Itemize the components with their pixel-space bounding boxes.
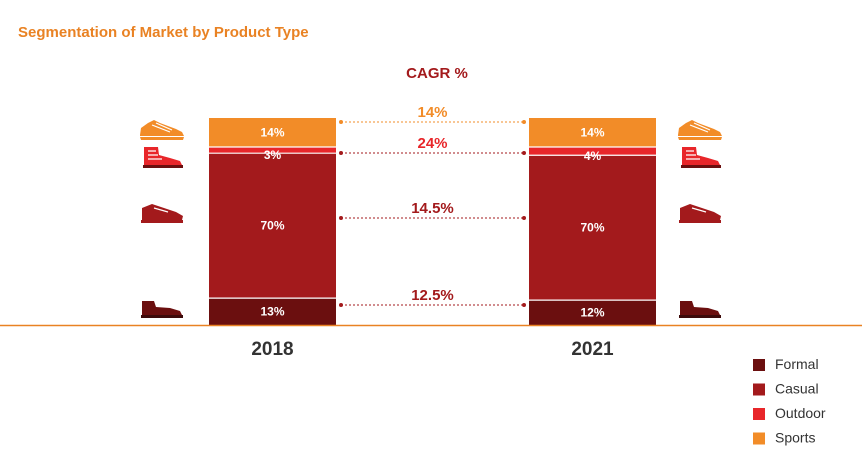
- cagr-value-casual: 14.5%: [411, 200, 454, 217]
- bar-sports-2018: [209, 118, 336, 147]
- dress-shoe-icon: [679, 301, 721, 318]
- sneaker-icon: [679, 204, 721, 223]
- sneaker-icon: [141, 204, 183, 223]
- dress-shoe-icon: [141, 301, 183, 318]
- running-shoe-icon: [140, 120, 184, 140]
- bar-casual-2021: [529, 155, 656, 301]
- cagr-line-start-dot: [339, 216, 343, 220]
- legend-label-outdoor: Outdoor: [775, 405, 826, 421]
- legend-label-formal: Formal: [775, 356, 819, 372]
- cagr-value-formal: 12.5%: [411, 287, 454, 304]
- cagr-line-start-dot: [339, 120, 343, 124]
- chart-title: Segmentation of Market by Product Type: [18, 24, 309, 41]
- legend-swatch-outdoor: [753, 408, 765, 420]
- value-label-outdoor-2021: 4%: [584, 149, 602, 163]
- value-label-sports-2018: 14%: [260, 125, 284, 139]
- hiking-boot-icon: [681, 147, 721, 168]
- x-tick-label-2018: 2018: [251, 339, 293, 360]
- value-label-casual-2018: 70%: [260, 219, 284, 233]
- bar-outdoor-2021: [529, 146, 656, 156]
- bar-sports-2021: [529, 118, 656, 147]
- bar-casual-2018: [209, 153, 336, 299]
- cagr-line-end-dot: [522, 303, 526, 307]
- cagr-line-start-dot: [339, 303, 343, 307]
- running-shoe-icon: [678, 120, 722, 140]
- cagr-value-outdoor: 24%: [417, 135, 447, 152]
- value-label-outdoor-2018: 3%: [264, 148, 282, 162]
- bar-outdoor-2018: [209, 146, 336, 154]
- cagr-heading: CAGR %: [406, 65, 468, 82]
- value-label-formal-2018: 13%: [260, 305, 284, 319]
- cagr-line-end-dot: [522, 120, 526, 124]
- cagr-line-start-dot: [339, 151, 343, 155]
- bar-formal-2018: [209, 298, 336, 325]
- x-tick-label-2021: 2021: [571, 339, 614, 360]
- cagr-line-end-dot: [522, 216, 526, 220]
- legend-swatch-casual: [753, 383, 765, 396]
- value-label-formal-2021: 12%: [580, 306, 604, 320]
- legend-swatch-formal: [753, 359, 765, 371]
- legend-swatch-sports: [753, 432, 765, 445]
- bar-formal-2021: [529, 300, 656, 325]
- legend-label-casual: Casual: [775, 381, 819, 397]
- hiking-boot-icon: [143, 147, 183, 168]
- cagr-line-end-dot: [522, 151, 526, 155]
- value-label-casual-2021: 70%: [580, 221, 604, 235]
- value-label-sports-2021: 14%: [580, 125, 604, 139]
- legend-label-sports: Sports: [775, 430, 815, 446]
- cagr-value-sports: 14%: [417, 104, 447, 121]
